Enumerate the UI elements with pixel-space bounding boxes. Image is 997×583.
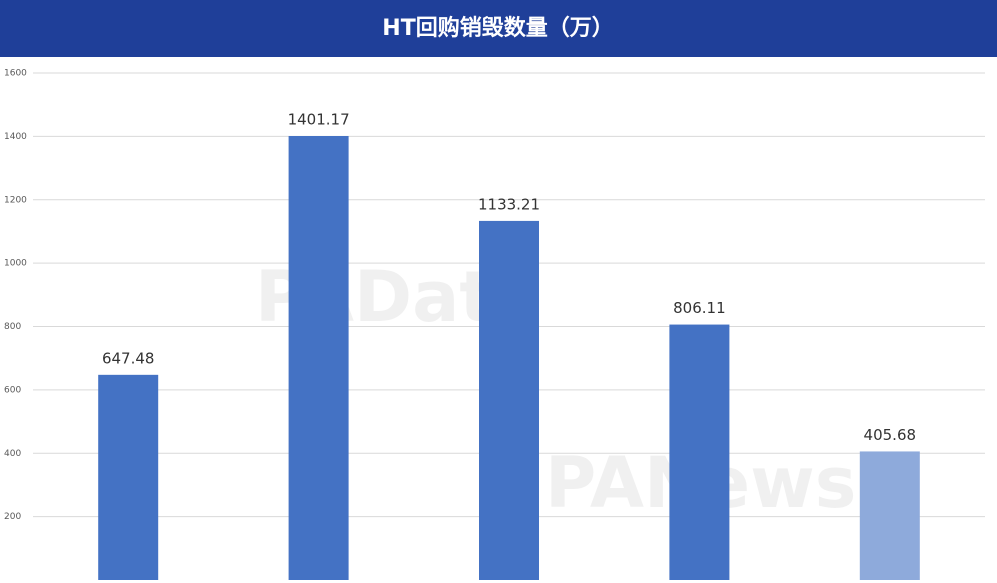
y-tick-label: 1400 — [4, 132, 27, 142]
data-label: 1133.21 — [478, 195, 540, 213]
bar — [288, 136, 349, 580]
y-tick-label: 1000 — [4, 259, 27, 269]
bar — [98, 374, 159, 580]
data-label: 806.11 — [673, 299, 726, 317]
bar — [859, 451, 920, 580]
data-label: 405.68 — [864, 426, 917, 444]
bar — [669, 324, 730, 580]
y-tick-label: 400 — [4, 449, 21, 459]
bar — [479, 220, 539, 581]
y-tick-label: 800 — [4, 322, 21, 332]
title-banner — [0, 0, 997, 57]
y-tick-label: 1600 — [4, 69, 27, 79]
y-tick-label: 1200 — [4, 195, 27, 205]
data-label: 1401.17 — [288, 111, 350, 129]
chart-title: HT回购销毁数量（万） — [382, 15, 613, 41]
y-tick-label: 200 — [4, 512, 21, 522]
data-label: 647.48 — [102, 349, 155, 367]
y-tick-label: 600 — [4, 385, 21, 395]
